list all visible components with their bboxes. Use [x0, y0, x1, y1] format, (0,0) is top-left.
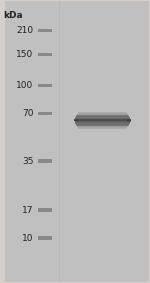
FancyBboxPatch shape: [38, 159, 52, 163]
FancyBboxPatch shape: [75, 117, 130, 118]
Text: 70: 70: [22, 109, 34, 118]
FancyBboxPatch shape: [76, 124, 129, 126]
FancyBboxPatch shape: [78, 118, 127, 123]
Text: 150: 150: [16, 50, 34, 59]
FancyBboxPatch shape: [76, 116, 129, 117]
Text: 10: 10: [22, 234, 34, 243]
FancyBboxPatch shape: [75, 118, 130, 119]
FancyBboxPatch shape: [74, 119, 131, 121]
FancyBboxPatch shape: [76, 115, 129, 117]
FancyBboxPatch shape: [38, 237, 52, 240]
Text: 100: 100: [16, 81, 34, 90]
FancyBboxPatch shape: [77, 125, 128, 126]
FancyBboxPatch shape: [78, 127, 128, 128]
FancyBboxPatch shape: [38, 53, 52, 56]
FancyBboxPatch shape: [38, 84, 52, 87]
FancyBboxPatch shape: [78, 112, 127, 113]
Text: kDa: kDa: [3, 11, 23, 20]
FancyBboxPatch shape: [77, 114, 128, 115]
FancyBboxPatch shape: [77, 126, 128, 127]
FancyBboxPatch shape: [78, 128, 127, 129]
FancyBboxPatch shape: [38, 29, 52, 33]
Text: 210: 210: [16, 26, 34, 35]
FancyBboxPatch shape: [38, 112, 52, 115]
FancyBboxPatch shape: [74, 120, 131, 121]
FancyBboxPatch shape: [75, 122, 130, 123]
FancyBboxPatch shape: [78, 113, 128, 114]
FancyBboxPatch shape: [75, 121, 131, 122]
FancyBboxPatch shape: [77, 115, 128, 116]
FancyBboxPatch shape: [75, 123, 130, 124]
Text: 17: 17: [22, 206, 34, 215]
FancyBboxPatch shape: [38, 209, 52, 212]
Text: 35: 35: [22, 156, 34, 166]
FancyBboxPatch shape: [75, 119, 131, 120]
FancyBboxPatch shape: [76, 124, 129, 125]
